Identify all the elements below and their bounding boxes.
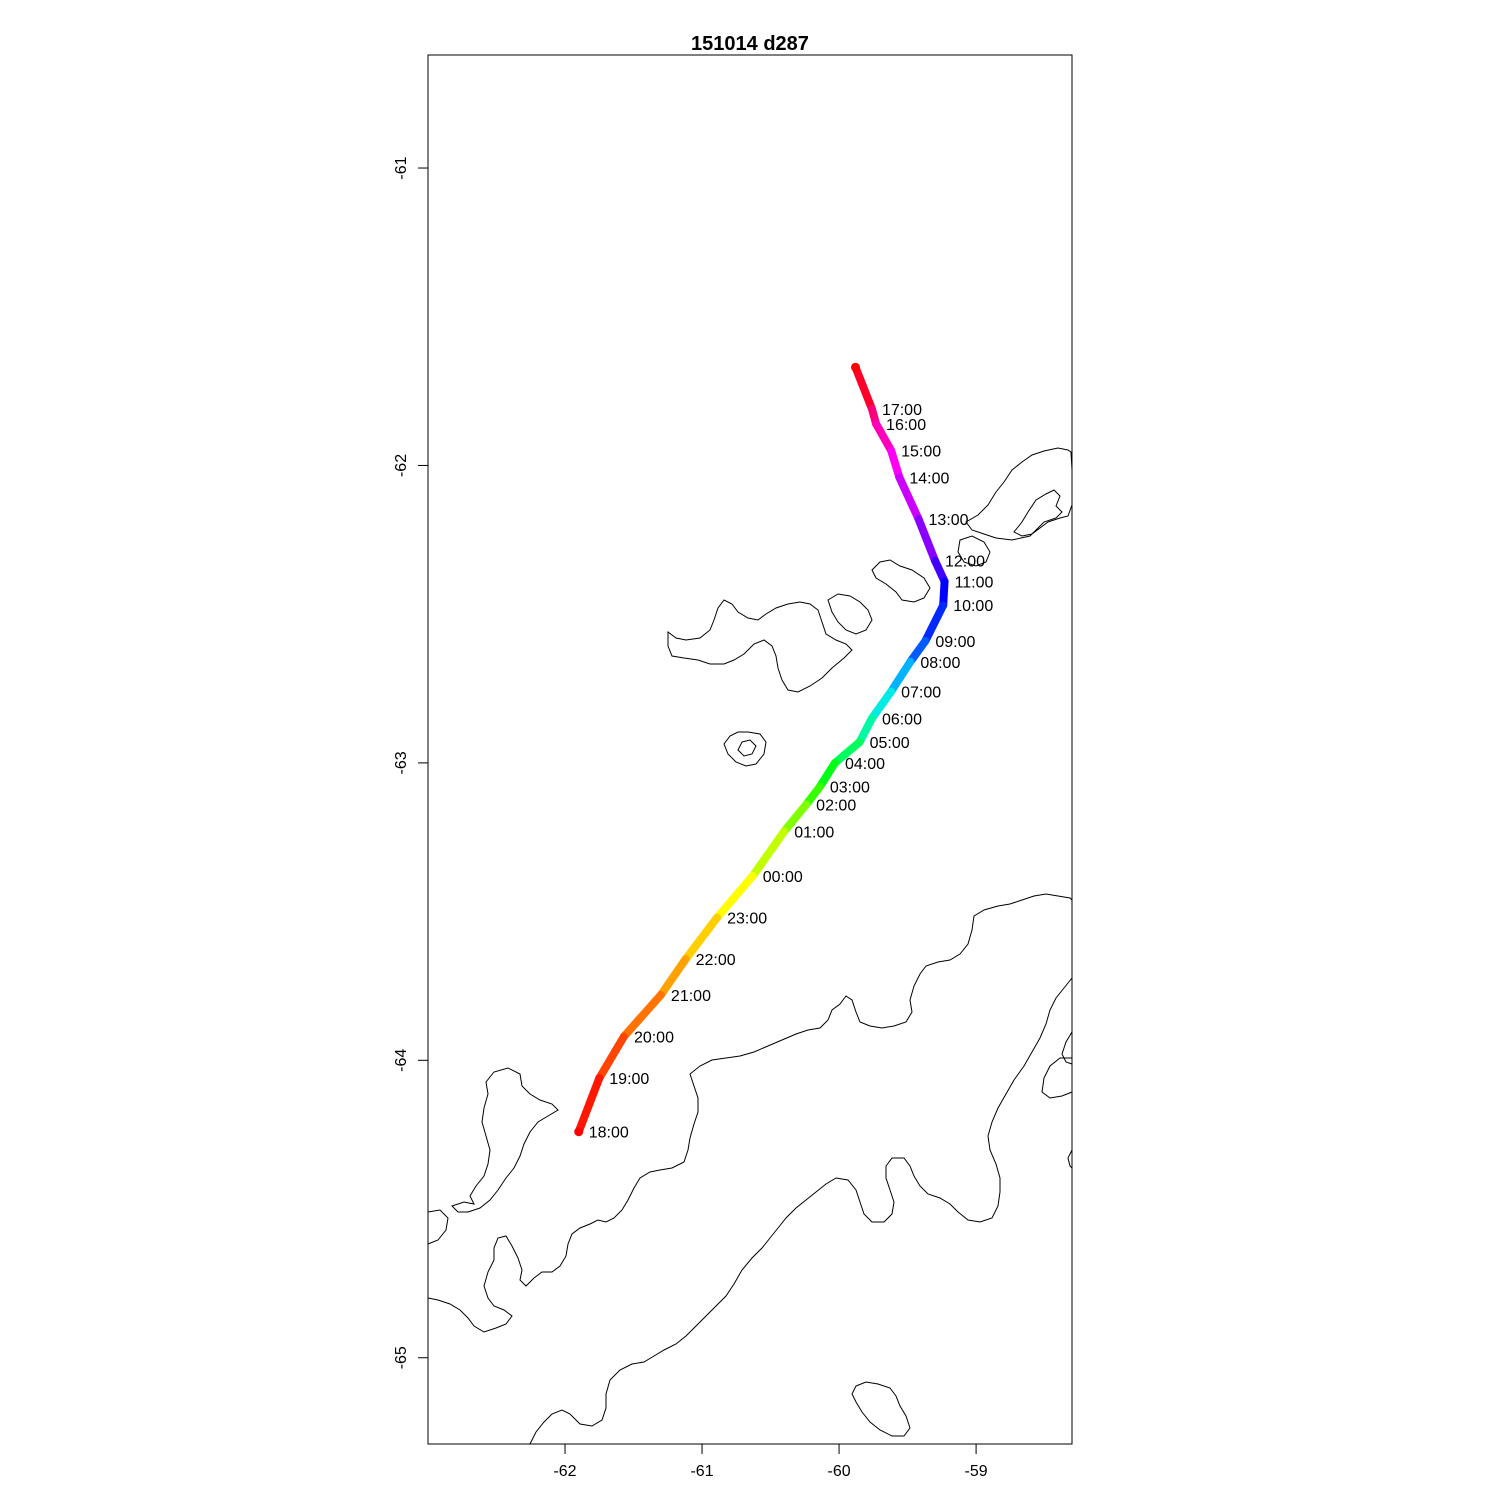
- coast-deception-island: [723, 731, 767, 767]
- x-tick-label: -59: [965, 1463, 988, 1480]
- track-segment: [830, 738, 864, 767]
- x-tick-label: -62: [553, 1463, 576, 1480]
- track-time-label: 23:00: [727, 911, 767, 928]
- track-time-label: 16:00: [886, 417, 926, 434]
- track-time-label: 01:00: [794, 824, 834, 841]
- track-segment: [914, 514, 939, 565]
- track-time-label: 14:00: [909, 470, 949, 487]
- track-time-label: 20:00: [634, 1030, 674, 1047]
- coast-small-island-east: [957, 535, 991, 567]
- track-end-point: [851, 362, 861, 372]
- track-segment: [906, 636, 930, 666]
- track-segment: [656, 955, 690, 999]
- coast-greenwich-livingston: [667, 599, 853, 693]
- x-tick-label: -61: [690, 1463, 713, 1480]
- track-segment: [574, 1074, 604, 1136]
- track-segment: [851, 363, 876, 413]
- track-time-label: 07:00: [901, 685, 941, 702]
- track-time-label: 08:00: [920, 655, 960, 672]
- track-segment: [713, 871, 757, 922]
- coast-nelson-island: [871, 559, 931, 603]
- track-time-label: 13:00: [929, 512, 969, 529]
- coast-king-george-island: [965, 447, 1073, 541]
- track-time-label: 02:00: [816, 798, 856, 815]
- track-segment: [887, 446, 904, 482]
- coastlines: [427, 447, 1073, 1445]
- track-time-label: 12:00: [945, 554, 985, 571]
- coast-robert-island: [827, 593, 873, 635]
- track-time-label: 18:00: [589, 1125, 629, 1142]
- track-time-label: 04:00: [845, 756, 885, 773]
- track-time-label: 21:00: [671, 988, 711, 1005]
- y-tick-label: -65: [393, 1346, 410, 1369]
- track-time-label: 03:00: [830, 780, 870, 797]
- track-segment: [619, 990, 665, 1041]
- track-time-label: 17:00: [882, 402, 922, 419]
- track-segment: [887, 657, 915, 696]
- track-segment: [681, 913, 722, 964]
- track-segment: [872, 419, 896, 455]
- track-segment: [748, 827, 789, 880]
- track-time-label: 05:00: [870, 735, 910, 752]
- track-segment: [815, 758, 839, 791]
- ship-track: [574, 362, 949, 1137]
- track-start-point: [574, 1127, 584, 1137]
- y-axis: -61 -62 -63 -64 -65: [393, 156, 428, 1369]
- coast-small-island-south: [851, 1381, 911, 1437]
- y-tick-label: -61: [393, 156, 410, 179]
- track-segment: [867, 687, 896, 723]
- track-time-label: 15:00: [901, 444, 941, 461]
- coast-peninsula-east: [1041, 1030, 1073, 1170]
- map-title: 151014 d287: [691, 33, 809, 55]
- track-segment: [895, 473, 923, 523]
- track-segment: [595, 1032, 628, 1083]
- x-axis: -62 -61 -60 -59: [553, 1444, 988, 1480]
- track-time-label: 10:00: [953, 598, 993, 615]
- y-tick-label: -62: [393, 454, 410, 477]
- track-time-label: 09:00: [935, 634, 975, 651]
- track-time-label: 19:00: [609, 1071, 649, 1088]
- coast-brabant-anvers: [427, 1067, 559, 1245]
- track-segment: [780, 800, 811, 836]
- plot-frame: [427, 54, 1073, 1445]
- track-time-label: 06:00: [882, 711, 922, 728]
- coast-antarctic-peninsula-north: [427, 893, 1073, 1445]
- track-segment: [855, 714, 876, 747]
- track-time-label: 11:00: [955, 574, 994, 591]
- y-tick-label: -63: [393, 751, 410, 774]
- track-segment: [921, 601, 948, 645]
- y-tick-label: -64: [393, 1049, 410, 1072]
- track-time-label: 00:00: [763, 869, 803, 886]
- track-time-label: 22:00: [696, 952, 736, 969]
- x-tick-label: -60: [828, 1463, 851, 1480]
